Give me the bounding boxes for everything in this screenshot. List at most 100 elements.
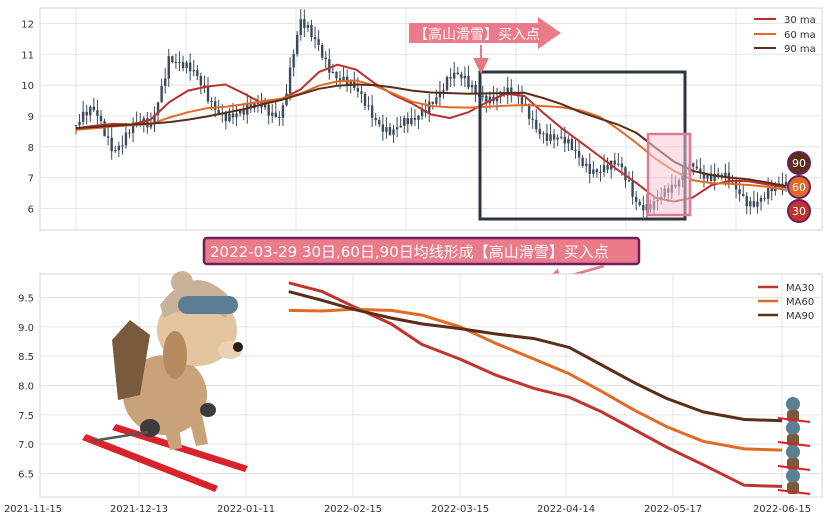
candle-body (759, 197, 763, 202)
candle-body (445, 76, 449, 91)
candle-body (467, 75, 470, 88)
signal-banner-text: 2022-03-29 30日,60日,90日均线形成【高山滑雪】买入点 (210, 243, 609, 261)
candle-body (374, 117, 377, 121)
candle-body (535, 119, 538, 130)
candle-body (342, 76, 345, 82)
candle-body (585, 163, 588, 166)
candle-body (570, 139, 574, 150)
candle-body (131, 122, 135, 133)
candle-body (263, 104, 267, 108)
candle-body (606, 165, 609, 170)
buy-point-arrow-label: 【高山滑雪】买入点 (414, 26, 540, 43)
candle-body (495, 96, 499, 102)
candle-body (381, 124, 385, 132)
candle-body (485, 95, 488, 104)
candle-body (592, 169, 595, 174)
bottom-panel: 6.5 7.0 7.5 8.0 8.5 9.0 9.5 2021-11-15 2021-12-… (4, 271, 823, 515)
candle-body (231, 113, 235, 118)
candle-body (420, 109, 424, 117)
candle-body (296, 34, 299, 55)
top-yticks: 6 7 8 9 10 11 12 (21, 19, 34, 215)
candle-body (171, 56, 174, 62)
bottom-line-ma60 (288, 307, 783, 452)
bottom-ytick-label: 6.5 (18, 470, 34, 481)
candle-body (106, 136, 110, 138)
candle-body (74, 125, 78, 127)
legend-label-60: 60 ma (784, 30, 816, 41)
candle-body (331, 72, 335, 74)
candle-body (766, 188, 770, 199)
candle-body (238, 109, 242, 114)
candle-body (149, 123, 153, 128)
bottom-xticks: 2021-11-15 2021-12-13 2022-01-11 2022-02-15… (4, 504, 811, 515)
legend-label-30: 30 ma (784, 15, 816, 26)
candle-body (367, 105, 370, 107)
legend-label-ma90: MA90 (786, 311, 814, 322)
candle-body (210, 101, 213, 103)
candle-body (713, 173, 716, 181)
candle-body (634, 196, 638, 202)
bottom-yticks: 6.5 7.0 7.5 8.0 8.5 9.0 9.5 (18, 293, 34, 480)
candle-body (438, 91, 442, 98)
buy-point-arrow (409, 17, 561, 49)
candle-body (745, 196, 748, 207)
candle-body (452, 72, 456, 79)
candle-body (199, 76, 203, 86)
top-ytick-label: 6 (28, 204, 34, 215)
end-badge-90-label: 90 (792, 157, 806, 170)
candle-body (110, 137, 113, 152)
bottom-ytick-label: 7.5 (18, 411, 34, 422)
candle-body (442, 90, 445, 92)
end-badge-60-label: 60 (792, 181, 806, 194)
candle-body (370, 105, 374, 118)
candle-body (281, 105, 285, 118)
candle-body (235, 113, 238, 118)
bottom-ytick-label: 9.0 (18, 323, 34, 334)
end-badge-30: 30 (787, 199, 811, 223)
bottom-ytick-label: 7.0 (18, 440, 34, 451)
candle-body (174, 61, 178, 63)
top-ytick-label: 7 (28, 174, 34, 185)
candle-body (89, 106, 92, 116)
candle-body (556, 137, 559, 140)
small-skier-figures (777, 397, 811, 495)
candle-body (338, 78, 342, 82)
candle-body (481, 95, 484, 97)
candle-body (770, 188, 773, 192)
bottom-ytick-label: 8.5 (18, 352, 34, 363)
candle-body (103, 121, 106, 137)
candle-body (549, 134, 552, 142)
candle-body (274, 112, 277, 117)
candle-body (470, 84, 474, 88)
candle-body (520, 96, 524, 104)
candle-body (249, 104, 253, 109)
candle-body (299, 19, 302, 35)
candle-body (96, 110, 99, 116)
candle-body (92, 106, 96, 111)
top-plot-frame (39, 7, 823, 231)
candle-body (752, 201, 756, 207)
candle-body (114, 150, 117, 152)
candle-body (717, 173, 720, 175)
bottom-ytick-label: 8.0 (18, 382, 34, 393)
candle-body (242, 109, 245, 115)
bottom-xtick-label: 2022-05-17 (644, 504, 702, 515)
bottom-xtick-label: 2022-06-15 (753, 504, 811, 515)
candle-body (724, 172, 727, 177)
bottom-xtick-label: 2022-01-11 (217, 504, 275, 515)
legend-label-ma60: MA60 (786, 297, 814, 308)
candle-body (527, 103, 531, 119)
candle-body (417, 116, 420, 120)
candle-body (213, 101, 217, 110)
candle-body (399, 125, 402, 128)
candle-body (624, 167, 627, 181)
candle-body (741, 194, 745, 197)
candle-body (552, 134, 556, 140)
candle-body (642, 205, 645, 211)
top-ytick-label: 11 (21, 50, 34, 61)
bottom-xtick-label: 2022-03-15 (431, 504, 489, 515)
top-grid (40, 8, 822, 230)
candle-body (542, 133, 545, 135)
candle-body (156, 102, 160, 115)
